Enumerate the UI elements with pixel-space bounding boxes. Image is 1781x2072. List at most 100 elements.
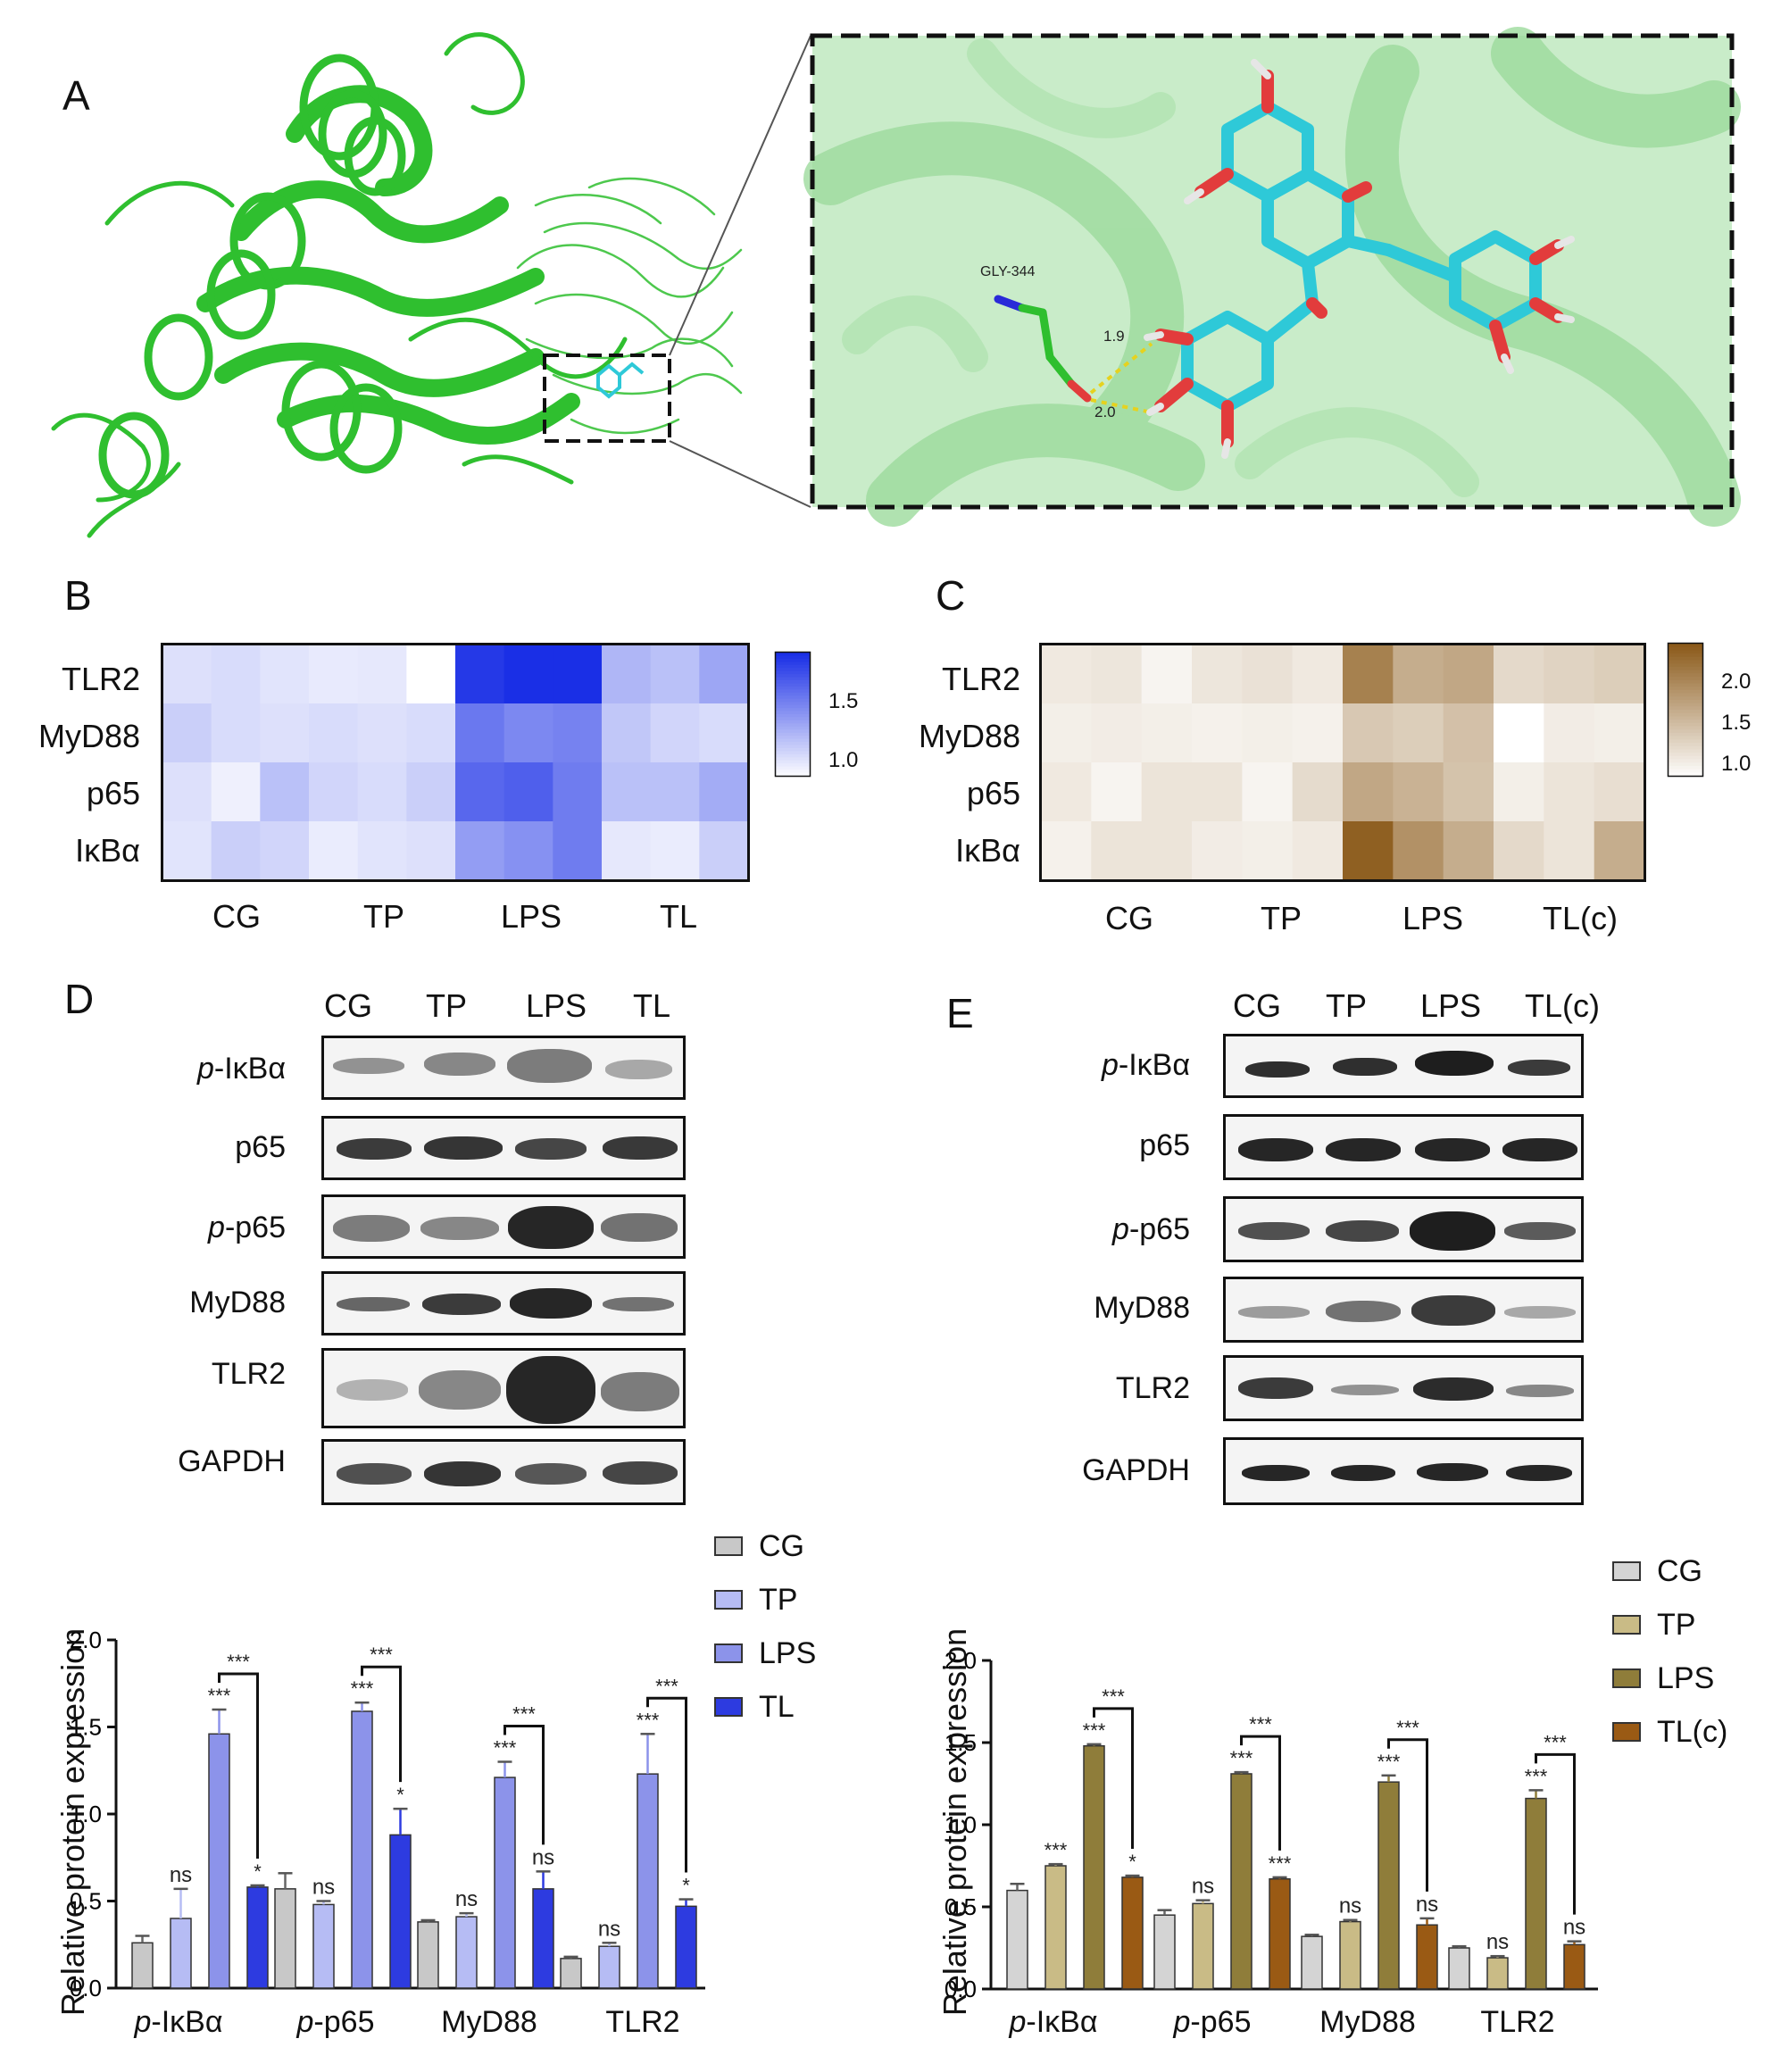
colorbar-segment xyxy=(776,770,810,774)
blot-d-column-label: TL xyxy=(632,987,670,1024)
significance-label: ns xyxy=(1339,1894,1361,1918)
comparison-bracket xyxy=(1240,1735,1281,1851)
heatmap-b-row-label: TLR2 xyxy=(61,661,140,697)
heatmap-b-grid xyxy=(161,643,750,882)
heatmap-cell xyxy=(1091,762,1143,822)
y-tick-label: 1.5 xyxy=(945,1729,977,1756)
heatmap-cell xyxy=(1393,821,1444,881)
blot-d-protein-label: TLR2 xyxy=(211,1357,286,1391)
heatmap-cell xyxy=(1494,645,1544,704)
colorbar-segment xyxy=(776,692,810,696)
heatmap-cell xyxy=(553,762,603,822)
y-tick-label: 0.5 xyxy=(70,1888,102,1915)
colorbar-segment xyxy=(776,757,810,761)
colorbar-frame xyxy=(1667,642,1704,778)
heatmap-cell xyxy=(1594,703,1645,763)
heatmap-cell xyxy=(602,645,652,704)
heatmap-b-colorbar-tick: 1.0 xyxy=(828,748,859,772)
blot-e-column-label: LPS xyxy=(1419,987,1482,1024)
heatmap-cell xyxy=(1141,762,1193,822)
bar xyxy=(312,1903,335,1989)
significance-label: * xyxy=(254,1860,262,1883)
heatmap-cell xyxy=(1393,645,1444,704)
residue-label: GLY-344 xyxy=(980,264,1036,279)
blot-d-column-label: CG xyxy=(324,987,372,1024)
colorbar-segment xyxy=(1669,762,1702,767)
colorbar-segment xyxy=(1669,745,1702,750)
colorbar-segment xyxy=(1669,683,1702,687)
colorbar-segment xyxy=(776,683,810,687)
colorbar-segment xyxy=(1669,716,1702,720)
bar-chart-d-legend-item: LPS xyxy=(714,1635,816,1671)
bar-chart-e-legend-item: LPS xyxy=(1612,1660,1714,1696)
heatmap-cell xyxy=(211,703,261,763)
panel-letter-b: B xyxy=(64,572,92,619)
heatmap-cell xyxy=(1091,645,1143,704)
blot-e-protein-label: p-p65 xyxy=(1112,1212,1190,1246)
colorbar-segment xyxy=(776,702,810,706)
heatmap-cell xyxy=(357,821,407,881)
bar xyxy=(1006,1889,1028,1990)
colorbar-segment xyxy=(1669,696,1702,701)
bar xyxy=(389,1834,412,1989)
bar-chart-d-legend-item: CG xyxy=(714,1528,804,1564)
heatmap-c-group-label: LPS xyxy=(1402,900,1464,936)
colorbar-segment xyxy=(1669,755,1702,761)
bar-chart-e-legend-item: CG xyxy=(1612,1553,1702,1589)
bar xyxy=(351,1710,373,1989)
colorbar-segment xyxy=(1669,679,1702,684)
heatmap-cell xyxy=(357,703,407,763)
comparison-bracket xyxy=(646,1696,687,1873)
heatmap-cell xyxy=(1242,703,1294,763)
bar xyxy=(1192,1902,1214,1990)
bar xyxy=(1083,1744,1105,1990)
significance-label: *** xyxy=(208,1685,231,1707)
bar xyxy=(532,1888,554,1989)
heatmap-cell xyxy=(406,645,456,704)
heatmap-cell xyxy=(1343,821,1394,881)
significance-label: *** xyxy=(351,1677,374,1700)
colorbar-segment xyxy=(776,747,810,752)
y-tick-label: 2.0 xyxy=(70,1627,102,1653)
significance-label: *** xyxy=(1230,1747,1253,1769)
colorbar-segment xyxy=(1669,670,1702,674)
heatmap-cell xyxy=(1041,645,1092,704)
heatmap-frame xyxy=(1039,643,1646,882)
heatmap-cell xyxy=(1292,645,1344,704)
heatmap-c-group-label: TP xyxy=(1260,900,1302,936)
heatmap-cell xyxy=(1091,703,1143,763)
bar xyxy=(1416,1924,1438,1990)
heatmap-b-row-label: p65 xyxy=(86,775,140,811)
significance-label: *** xyxy=(1044,1839,1068,1861)
comparison-bracket xyxy=(1093,1707,1134,1850)
bracket-significance-label: *** xyxy=(655,1675,678,1697)
bar xyxy=(1448,1947,1470,1990)
bar-chart-d-legend-item: TP xyxy=(714,1582,797,1618)
blot-d-protein-label: p-p65 xyxy=(208,1211,286,1244)
heatmap-cell xyxy=(1594,645,1645,704)
bar xyxy=(208,1733,230,1989)
heatmap-cell xyxy=(504,821,553,881)
colorbar-segment xyxy=(1669,765,1702,770)
blot-d-strip-p-ikba xyxy=(321,1036,686,1100)
y-tick-label: 1.0 xyxy=(945,1811,977,1838)
bar-chart-d-category-label: p-IκBα xyxy=(134,2005,223,2039)
heatmap-c-group-label: CG xyxy=(1105,900,1153,936)
colorbar-segment xyxy=(1669,710,1702,714)
y-tick-label: 0.0 xyxy=(70,1975,102,2001)
bar xyxy=(1486,1957,1509,1990)
comparison-bracket xyxy=(1535,1752,1576,1915)
heatmap-c-row-label: IκBα xyxy=(955,832,1020,869)
colorbar-segment xyxy=(1669,753,1702,757)
colorbar-segment xyxy=(776,766,810,770)
heatmap-c-colorbar-tick: 1.5 xyxy=(1721,711,1752,735)
blot-e-protein-label: p-IκBα xyxy=(1101,1048,1190,1082)
bar-chart-e-category-label: TLR2 xyxy=(1480,2005,1555,2039)
colorbar-segment xyxy=(776,704,810,709)
bar xyxy=(1301,1935,1323,1990)
bar xyxy=(1230,1773,1253,1990)
colorbar-segment xyxy=(1669,703,1702,707)
panel-letter-c: C xyxy=(936,572,966,619)
significance-label: *** xyxy=(1083,1719,1106,1742)
colorbar-segment xyxy=(1669,720,1702,724)
